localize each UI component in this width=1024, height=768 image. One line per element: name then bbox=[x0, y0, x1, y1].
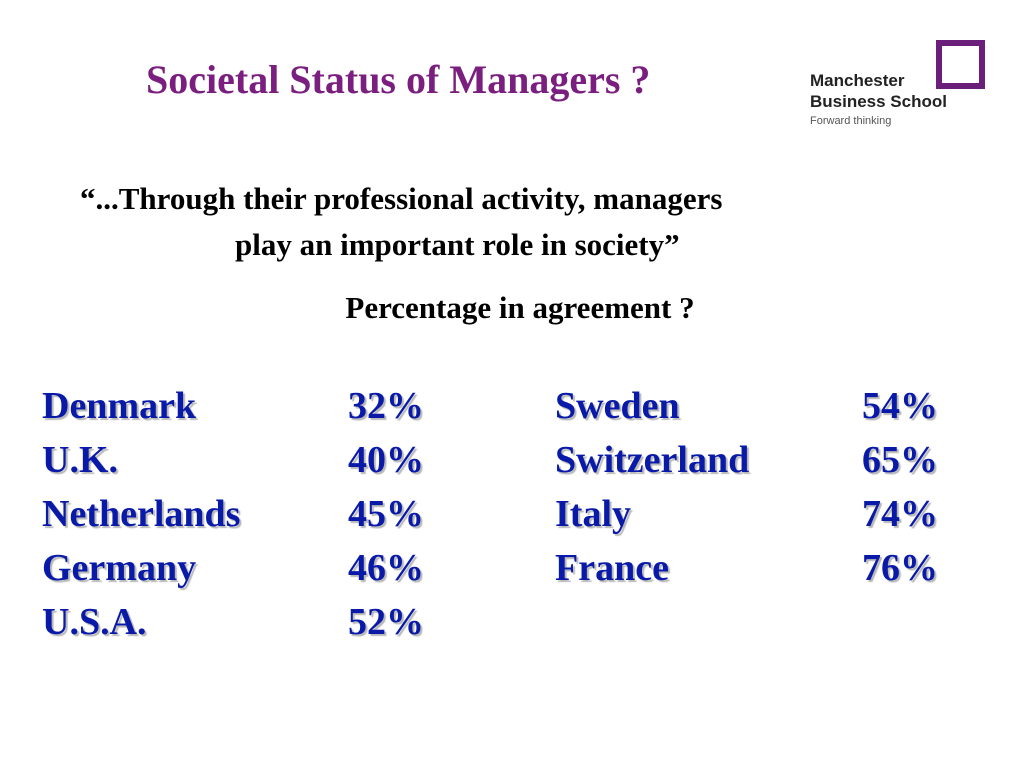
country-name: Netherlands bbox=[42, 493, 241, 535]
country-name: France bbox=[555, 547, 669, 589]
quote: “...Through their professional activity,… bbox=[60, 176, 1020, 268]
country-name: U.S.A. bbox=[42, 601, 147, 643]
country-name: Denmark bbox=[42, 385, 197, 427]
school-logo: Manchester Business School Forward think… bbox=[808, 38, 998, 138]
logo-text-line2: Business School bbox=[810, 92, 947, 111]
percent-value: 45% bbox=[348, 493, 424, 535]
percent-value: 65% bbox=[862, 439, 938, 481]
logo-square-icon bbox=[936, 40, 985, 89]
quote-line-2: play an important role in society” bbox=[235, 227, 680, 262]
percent-value: 52% bbox=[348, 601, 424, 643]
country-name: Switzerland bbox=[555, 439, 750, 481]
logo-tagline: Forward thinking bbox=[810, 115, 892, 127]
slide-title: Societal Status of Managers ? bbox=[146, 57, 651, 102]
percent-value: 76% bbox=[862, 547, 938, 589]
subtitle: Percentage in agreement ? bbox=[345, 290, 695, 325]
percent-value: 46% bbox=[348, 547, 424, 589]
logo-text-line1: Manchester bbox=[810, 71, 905, 90]
country-name: Germany bbox=[42, 547, 197, 589]
percent-value: 40% bbox=[348, 439, 424, 481]
country-name: Sweden bbox=[555, 385, 680, 427]
percent-value: 74% bbox=[862, 493, 938, 535]
percent-value: 32% bbox=[348, 385, 424, 427]
country-name: U.K. bbox=[42, 439, 118, 481]
quote-line-1: “...Through their professional activity,… bbox=[80, 181, 723, 216]
percent-value: 54% bbox=[862, 385, 938, 427]
country-name: Italy bbox=[555, 493, 631, 535]
